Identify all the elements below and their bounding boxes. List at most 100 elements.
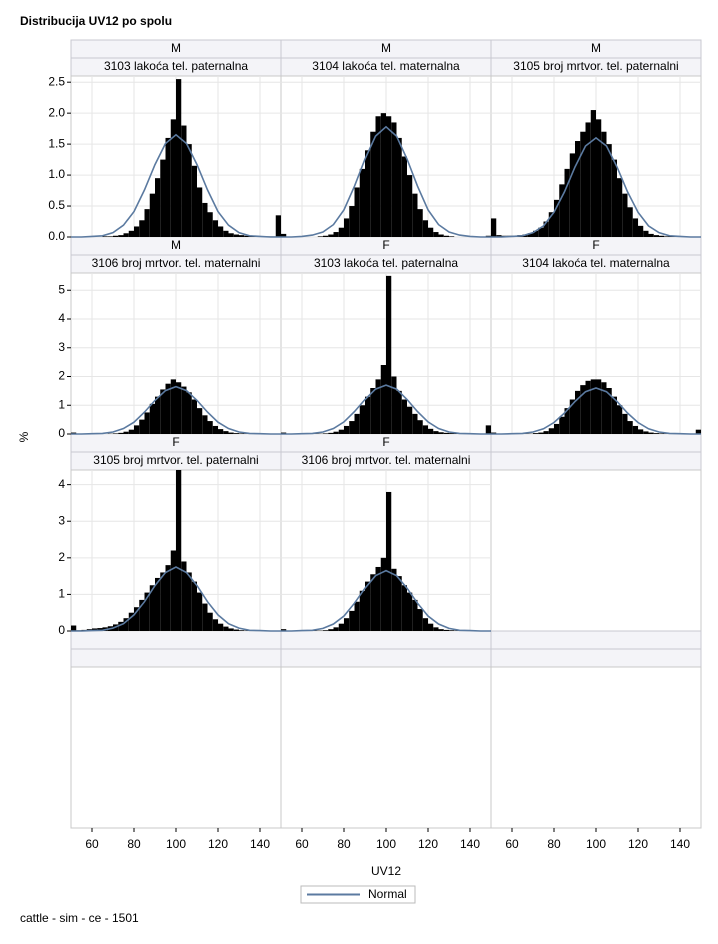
- y-axis-label: %: [17, 431, 31, 442]
- bar: [107, 236, 113, 237]
- bar: [433, 431, 439, 434]
- bar: [438, 234, 444, 237]
- legend-label: Normal: [368, 887, 407, 901]
- bar: [548, 212, 554, 237]
- panel-label: 3103 lakoća tel. paternalna: [314, 256, 458, 270]
- bar: [380, 557, 386, 631]
- bar: [527, 233, 533, 237]
- bar: [380, 113, 386, 237]
- bar: [170, 119, 176, 237]
- bar: [333, 431, 339, 434]
- bar: [375, 566, 381, 631]
- x-tick-label: 100: [376, 837, 396, 851]
- bar: [554, 199, 560, 237]
- bar: [564, 168, 570, 237]
- x-tick-label: 80: [547, 837, 561, 851]
- bar: [386, 275, 392, 434]
- bar: [422, 425, 428, 434]
- bar: [344, 425, 350, 434]
- bar: [160, 159, 166, 237]
- bar: [176, 470, 182, 631]
- bar: [191, 581, 197, 631]
- bar: [118, 432, 124, 434]
- bar: [139, 220, 145, 237]
- bar: [344, 618, 350, 631]
- strip: [490, 433, 702, 453]
- bar: [496, 235, 502, 237]
- bar: [401, 399, 407, 434]
- bar: [218, 429, 224, 434]
- bar: [328, 432, 334, 434]
- bar: [417, 609, 423, 631]
- bar: [181, 125, 187, 237]
- bar: [559, 184, 565, 237]
- bar: [144, 592, 150, 631]
- plot-frame: [70, 666, 282, 829]
- bar: [564, 408, 570, 434]
- bar: [275, 215, 281, 237]
- bar: [71, 625, 77, 631]
- bar: [632, 425, 638, 434]
- bar: [538, 227, 544, 237]
- bar: [281, 233, 287, 237]
- bar: [333, 627, 339, 631]
- x-tick-label: 100: [166, 837, 186, 851]
- y-tick-label: 1.0: [48, 167, 65, 181]
- bar: [365, 150, 371, 237]
- bar: [186, 572, 192, 631]
- bar: [123, 618, 129, 631]
- bar: [212, 425, 218, 434]
- bar: [611, 396, 617, 434]
- bar: [407, 175, 413, 237]
- bar: [149, 193, 155, 237]
- bar: [569, 153, 575, 237]
- bar: [622, 413, 628, 434]
- bar: [638, 429, 644, 434]
- bar: [449, 236, 455, 237]
- bar: [643, 230, 649, 237]
- bar: [533, 230, 539, 237]
- y-tick-label: 2: [58, 369, 65, 383]
- normal-curve: [281, 569, 491, 632]
- bar: [375, 116, 381, 237]
- bar: [606, 144, 612, 237]
- bar: [181, 386, 187, 434]
- bar: [365, 581, 371, 631]
- bar: [349, 610, 355, 631]
- x-tick-label: 80: [127, 837, 141, 851]
- bar: [417, 209, 423, 237]
- bar: [632, 218, 638, 237]
- bar: [202, 603, 208, 631]
- bar: [155, 396, 161, 434]
- bar: [401, 585, 407, 631]
- bar: [197, 592, 203, 631]
- bar: [590, 379, 596, 434]
- bar: [170, 379, 176, 434]
- group-label: M: [381, 41, 391, 55]
- bar: [433, 627, 439, 631]
- bar: [202, 415, 208, 434]
- bar: [438, 432, 444, 434]
- bar: [401, 156, 407, 237]
- bar: [186, 392, 192, 434]
- bar: [160, 572, 166, 631]
- bar: [396, 576, 402, 631]
- y-tick-label: 4: [58, 477, 65, 491]
- bar: [239, 630, 245, 631]
- y-tick-label: 3: [58, 513, 65, 527]
- bar: [391, 376, 397, 434]
- bar: [102, 236, 108, 237]
- bar: [354, 413, 360, 434]
- bar: [233, 629, 239, 631]
- y-tick-label: 1: [58, 587, 65, 601]
- bar: [653, 433, 659, 434]
- y-tick-label: 0: [58, 623, 65, 637]
- bar: [349, 421, 355, 434]
- bar: [370, 574, 376, 631]
- bar: [422, 618, 428, 631]
- bar: [244, 235, 250, 237]
- y-tick-label: 2: [58, 550, 65, 564]
- bar: [207, 421, 213, 434]
- bar: [165, 565, 171, 631]
